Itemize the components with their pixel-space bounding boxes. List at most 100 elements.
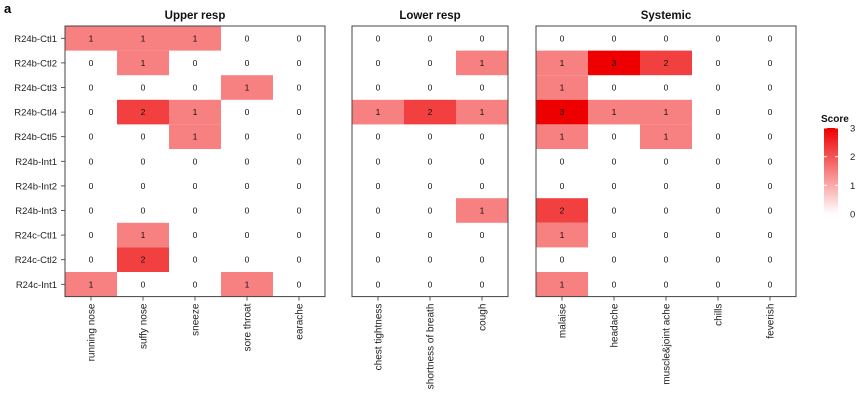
cell-value: 0 xyxy=(480,255,485,265)
legend-tick-label: 2 xyxy=(850,152,855,163)
legend-colorbar xyxy=(824,128,838,214)
cell-value: 0 xyxy=(297,255,302,265)
cell-value: 0 xyxy=(245,33,250,43)
cell-value: 0 xyxy=(768,230,773,240)
cell-value: 0 xyxy=(193,230,198,240)
heatmap-cell xyxy=(117,247,169,272)
cell-value: 0 xyxy=(480,230,485,240)
cell-value: 0 xyxy=(428,58,433,68)
heatmap-cell xyxy=(536,272,588,297)
cell-value: 0 xyxy=(612,181,617,191)
heatmap-cell xyxy=(456,99,508,125)
cell-value: 0 xyxy=(664,206,669,216)
cell-value: 0 xyxy=(664,181,669,191)
column-label: sore throat xyxy=(243,303,254,351)
cell-value: 0 xyxy=(612,132,617,142)
facet-lower-resp: Lower resp 0 0 0 0 0 1 0 0 0 1 2 1 0 0 0 0 0 0 0 0 0 0 0 1 0 0 0 0 0 0… xyxy=(351,10,509,389)
column-label: suffy nose xyxy=(139,303,150,349)
heatmap-cell xyxy=(169,124,221,149)
heatmap-cell xyxy=(456,50,508,76)
cell-value: 0 xyxy=(716,181,721,191)
cell-value: 1 xyxy=(560,58,565,68)
cell-value: 0 xyxy=(768,58,773,68)
heatmap-cell xyxy=(404,99,456,125)
cell-value: 0 xyxy=(664,279,669,289)
column-label: sneeze xyxy=(191,303,202,336)
cell-value: 2 xyxy=(428,107,433,117)
legend-tick-label: 3 xyxy=(850,124,855,135)
cell-value: 0 xyxy=(716,83,721,93)
heatmap-cell xyxy=(456,198,508,223)
heatmap-cell xyxy=(640,99,692,125)
row-label: R24b-Int2 xyxy=(15,181,57,192)
cell-value: 1 xyxy=(480,206,485,216)
facet-title: Lower resp xyxy=(399,10,460,22)
row-label: R24b-Int1 xyxy=(15,157,57,168)
cell-value: 0 xyxy=(376,206,381,216)
cell-value: 0 xyxy=(428,181,433,191)
cell-value: 0 xyxy=(428,255,433,265)
cell-value: 0 xyxy=(376,58,381,68)
cell-value: 0 xyxy=(245,230,250,240)
cell-value: 0 xyxy=(664,255,669,265)
cell-value: 1 xyxy=(193,33,198,43)
heatmap-cell xyxy=(221,272,273,297)
legend-tick-label: 1 xyxy=(850,181,855,192)
cell-value: 1 xyxy=(480,107,485,117)
cell-value: 0 xyxy=(428,230,433,240)
facet-title: Upper resp xyxy=(165,10,226,22)
cell-value: 1 xyxy=(89,33,94,43)
cell-value: 0 xyxy=(480,181,485,191)
cell-value: 0 xyxy=(560,156,565,166)
cell-value: 1 xyxy=(560,132,565,142)
cell-value: 1 xyxy=(664,132,669,142)
cell-value: 0 xyxy=(297,181,302,191)
heatmap-cell xyxy=(117,50,169,76)
heatmap-cell xyxy=(65,26,117,51)
cell-value: 1 xyxy=(480,58,485,68)
cell-value: 0 xyxy=(716,279,721,289)
cell-value: 0 xyxy=(245,58,250,68)
facet-upper-resp: Upper resp 1 1 1 0 0 0 1 0 0 0 0 0 0 1 0 0 2 1 0 0 0 0 1 0 0 0 0 0 0 0… xyxy=(64,10,326,361)
cell-value: 0 xyxy=(245,181,250,191)
cell-value: 0 xyxy=(480,132,485,142)
cell-value: 2 xyxy=(664,58,669,68)
cell-value: 1 xyxy=(141,230,146,240)
cell-value: 0 xyxy=(716,255,721,265)
facet-systemic: Systemic 0 0 0 0 0 1 3 2 0 0 1 0 0 0 0 3 1 1 0 0 1 0 1 0 0 0 0 0 0 0 0 0… xyxy=(535,10,797,385)
cell-value: 0 xyxy=(716,230,721,240)
heatmap-cell xyxy=(117,26,169,51)
cell-value: 0 xyxy=(480,33,485,43)
cell-value: 3 xyxy=(560,107,565,117)
cell-value: 0 xyxy=(297,156,302,166)
cell-value: 0 xyxy=(141,156,146,166)
cell-value: 0 xyxy=(612,83,617,93)
heatmap-cell xyxy=(117,222,169,248)
cell-value: 1 xyxy=(612,107,617,117)
cell-value: 0 xyxy=(297,132,302,142)
cell-value: 0 xyxy=(612,33,617,43)
cell-value: 0 xyxy=(193,255,198,265)
cell-value: 0 xyxy=(89,132,94,142)
cell-value: 0 xyxy=(193,156,198,166)
cell-value: 1 xyxy=(664,107,669,117)
column-label: headache xyxy=(610,303,621,347)
cell-value: 1 xyxy=(141,58,146,68)
cell-value: 2 xyxy=(141,107,146,117)
cell-value: 0 xyxy=(141,279,146,289)
cell-value: 0 xyxy=(89,181,94,191)
row-label: R24b-Int3 xyxy=(15,206,57,217)
cell-value: 3 xyxy=(612,58,617,68)
cell-value: 0 xyxy=(428,132,433,142)
cell-value: 0 xyxy=(245,255,250,265)
cell-value: 0 xyxy=(141,181,146,191)
row-label: R24c-Ctl2 xyxy=(15,255,57,266)
cell-value: 0 xyxy=(89,156,94,166)
cell-value: 0 xyxy=(376,156,381,166)
cell-value: 1 xyxy=(245,83,250,93)
cell-value: 0 xyxy=(716,58,721,68)
cell-value: 0 xyxy=(768,156,773,166)
cell-value: 0 xyxy=(297,58,302,68)
cell-value: 0 xyxy=(376,181,381,191)
